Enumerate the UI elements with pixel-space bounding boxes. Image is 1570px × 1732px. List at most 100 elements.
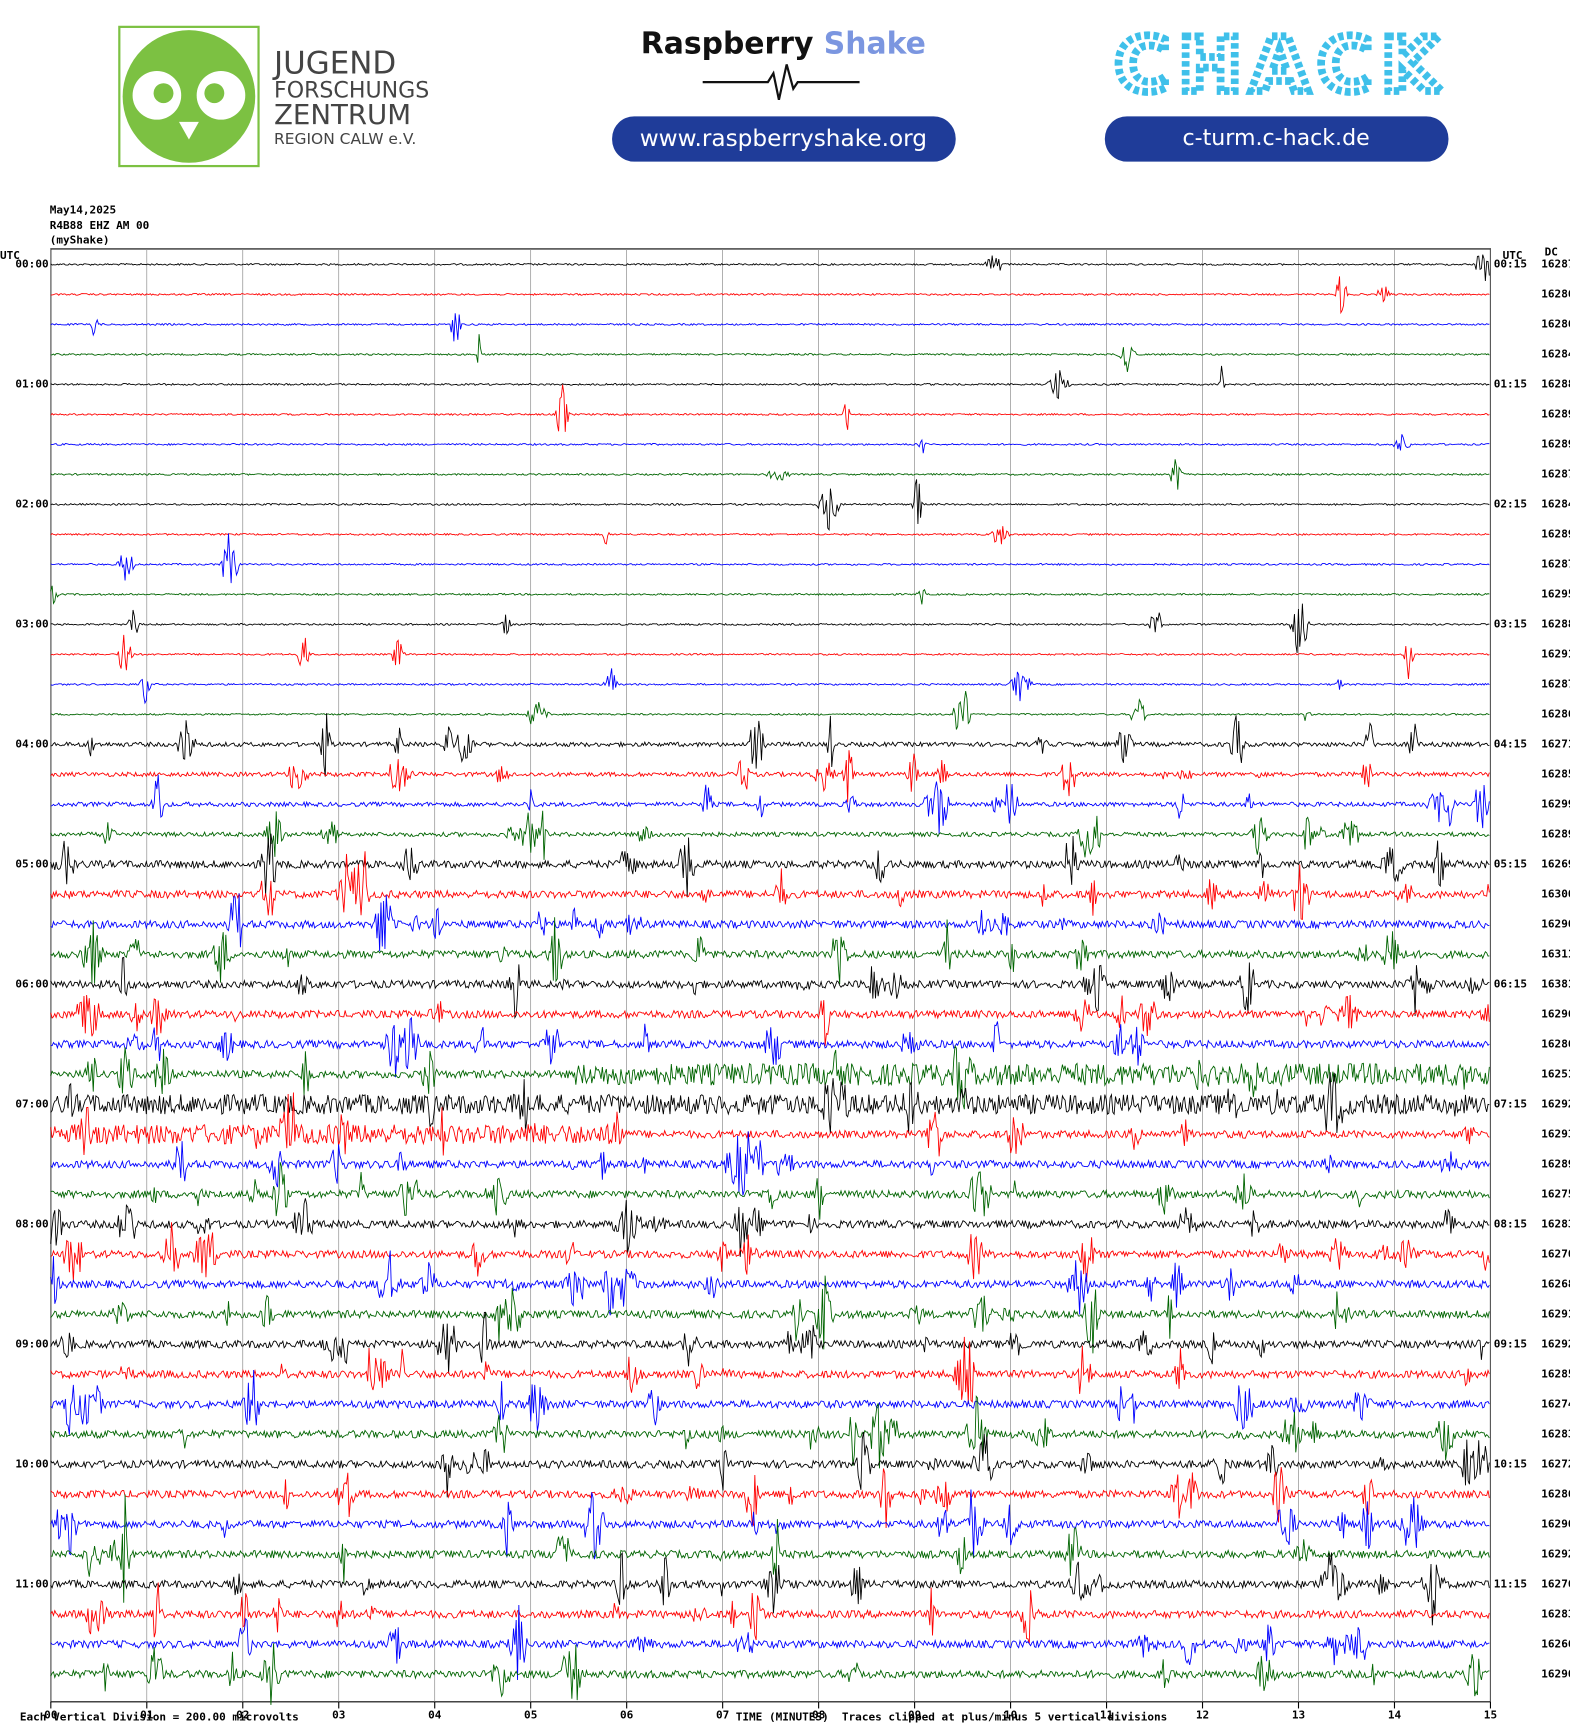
rs-pill	[612, 116, 956, 162]
trace	[50, 1466, 1490, 1529]
dc-value: 16283	[1541, 1608, 1570, 1621]
trace	[50, 750, 1490, 803]
trace	[50, 668, 1490, 705]
trace	[50, 1551, 1490, 1626]
row-time-label: 09:15	[1494, 1338, 1527, 1351]
dc-value: 16300	[1541, 888, 1570, 901]
trace	[50, 603, 1490, 654]
dc-value: 16288	[1541, 618, 1570, 631]
row-time-label: 11:00	[15, 1578, 48, 1591]
dc-value: 16290	[1541, 918, 1570, 931]
chack-pill	[1104, 116, 1449, 162]
source: (myShake)	[50, 233, 110, 246]
trace	[50, 1045, 1490, 1110]
trace	[50, 1431, 1490, 1498]
row-time-label: 06:00	[15, 978, 48, 991]
dc-value: 16287	[1541, 678, 1570, 691]
dc-value: 16286	[1541, 708, 1570, 721]
dc-value: 16290	[1541, 1668, 1570, 1681]
trace	[50, 533, 1490, 584]
dc-value: 16296	[1541, 1008, 1570, 1021]
trace	[50, 434, 1490, 454]
dc-value: 16284	[1541, 348, 1570, 361]
x-tick-label: 10	[1004, 1709, 1017, 1722]
x-tick-label: 04	[428, 1709, 442, 1722]
trace	[50, 917, 1490, 985]
trace	[50, 1072, 1490, 1134]
trace	[50, 1092, 1490, 1157]
x-tick-label: 02	[236, 1709, 249, 1722]
trace	[50, 1275, 1490, 1354]
trace	[50, 254, 1490, 282]
date: May14,2025	[50, 204, 116, 217]
dc-value: 16289	[1541, 438, 1570, 451]
trace	[50, 1643, 1490, 1705]
dc-value: 16295	[1541, 588, 1570, 601]
trace	[50, 1370, 1490, 1435]
dc-value: 16283	[1541, 1428, 1570, 1441]
dc-label: DC	[1545, 246, 1558, 259]
jfz-text: REGION CALW e.V.	[274, 130, 416, 148]
dc-value: 16286	[1541, 288, 1570, 301]
trace	[50, 479, 1490, 532]
x-tick-label: 08	[812, 1709, 825, 1722]
dc-value: 16286	[1541, 1038, 1570, 1051]
row-time-label: 05:15	[1494, 858, 1527, 871]
row-time-label: 05:00	[15, 858, 48, 871]
dc-value: 16299	[1541, 798, 1570, 811]
dc-value: 16287	[1541, 258, 1570, 271]
trace	[50, 1395, 1490, 1469]
row-time-label: 01:15	[1494, 378, 1527, 391]
row-time-label: 09:00	[15, 1338, 48, 1351]
rs-name: Raspberry	[641, 26, 814, 61]
trace	[50, 1311, 1490, 1374]
trace	[50, 1605, 1490, 1680]
x-tick-label: 03	[332, 1709, 345, 1722]
dc-value: 16292	[1541, 1548, 1570, 1561]
clip-note: Traces clipped at plus/minus 5 vertical …	[842, 1711, 1167, 1724]
jfz-text: JUGEND	[272, 45, 396, 81]
utc-label: UTC	[1503, 249, 1523, 262]
jfz-text: ZENTRUM	[274, 98, 411, 131]
row-time-label: 10:00	[15, 1458, 48, 1471]
trace	[50, 585, 1490, 605]
row-time-label: 04:15	[1494, 738, 1527, 751]
trace	[50, 851, 1490, 920]
trace	[50, 1131, 1490, 1196]
dc-value: 16287	[1541, 468, 1570, 481]
trace	[50, 1336, 1490, 1404]
x-tick-label: 06	[620, 1709, 634, 1722]
row-time-label: 02:15	[1494, 498, 1527, 511]
row-time-label: 07:15	[1494, 1098, 1527, 1111]
dc-value: 16292	[1541, 1338, 1570, 1351]
x-tick-label: 05	[524, 1709, 537, 1722]
dc-value: 16275	[1541, 1188, 1570, 1201]
x-tick-label: 09	[908, 1709, 921, 1722]
row-time-label: 04:00	[15, 738, 48, 751]
dc-value: 16269	[1541, 858, 1570, 871]
x-tick-label: 01	[140, 1709, 154, 1722]
x-tick-label: 15	[1484, 1709, 1497, 1722]
trace	[50, 810, 1490, 860]
dc-value: 16285	[1541, 1368, 1570, 1381]
trace	[50, 384, 1490, 432]
row-time-label: 03:15	[1494, 618, 1527, 631]
trace	[50, 313, 1490, 342]
rs-wave	[702, 64, 860, 101]
trace	[50, 713, 1490, 777]
owl-pupil	[153, 83, 174, 104]
chack-logo: CHACK	[1115, 21, 1449, 109]
jfz-text: FORSCHUNGS	[274, 78, 429, 104]
utc-label: UTC	[0, 249, 20, 262]
dc-value: 16276	[1541, 1578, 1570, 1591]
dc-value: 16270	[1541, 1248, 1570, 1261]
dc-value: 16274	[1541, 1398, 1570, 1411]
row-time-label: 06:15	[1494, 978, 1527, 991]
trace	[50, 893, 1490, 952]
